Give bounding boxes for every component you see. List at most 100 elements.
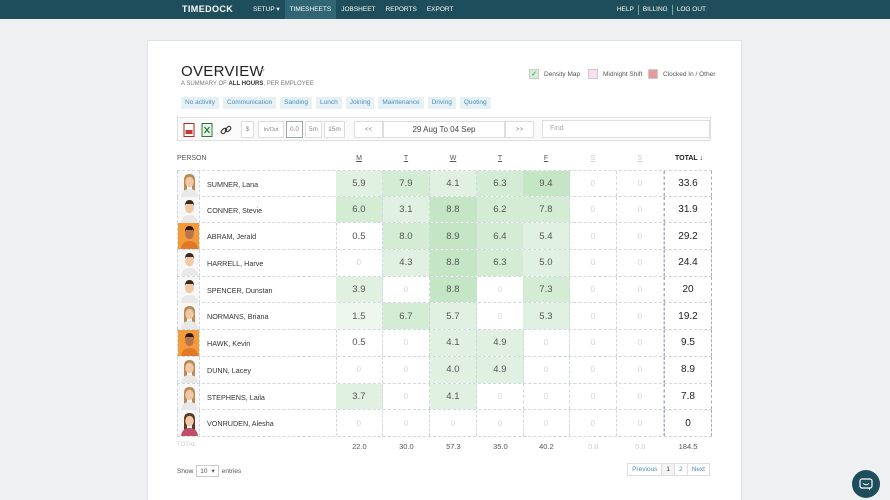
- hours-cell[interactable]: 7.9: [383, 171, 430, 196]
- hours-cell[interactable]: 0: [523, 356, 570, 383]
- hours-cell[interactable]: 0: [570, 250, 617, 276]
- hours-cell[interactable]: 0: [617, 223, 664, 250]
- day-header[interactable]: S: [590, 155, 596, 162]
- round-5m-button[interactable]: 5m: [305, 121, 322, 138]
- tag-no-activity[interactable]: No activity: [181, 97, 219, 109]
- total-column-header[interactable]: TOTAL ↓: [675, 155, 704, 162]
- day-header[interactable]: F: [543, 155, 549, 162]
- hours-cell[interactable]: 0: [477, 383, 524, 410]
- hours-cell[interactable]: 0: [617, 330, 664, 356]
- hours-cell[interactable]: 1.5: [336, 303, 383, 330]
- hours-cell[interactable]: 6.3: [477, 250, 524, 276]
- hours-cell[interactable]: 0: [383, 410, 430, 436]
- hours-cell[interactable]: 0: [570, 196, 617, 223]
- employee-name[interactable]: VONRUDEN, Alesha: [207, 419, 274, 429]
- table-row[interactable]: SUMNER, Lana 5.9 7.9 4.1 6.3 9.4 0 0 33.6: [177, 170, 712, 197]
- employee-name[interactable]: CONNER, Stevie: [207, 205, 263, 215]
- hours-cell[interactable]: 0: [336, 250, 383, 276]
- hours-cell[interactable]: 4.0: [430, 356, 477, 383]
- tag-quoting[interactable]: Quoting: [459, 97, 491, 109]
- hours-cell[interactable]: 4.1: [430, 330, 477, 356]
- legend-item[interactable]: ✓ Density Map: [529, 69, 580, 79]
- tag-joining[interactable]: Joining: [345, 97, 375, 109]
- nav-billing[interactable]: BILLING: [642, 6, 668, 13]
- table-row[interactable]: DUNN, Lacey 0 0 4.0 4.9 0 0 0 8.9: [177, 356, 712, 384]
- tag-maintenance[interactable]: Maintenance: [378, 97, 424, 109]
- hours-cell[interactable]: 0: [570, 223, 617, 250]
- tag-sanding[interactable]: Sanding: [280, 97, 313, 109]
- hours-cell[interactable]: 6.2: [477, 196, 524, 223]
- table-row[interactable]: NORMANS, Briana 1.5 6.7 5.7 0 5.3 0 0 19.2: [177, 303, 712, 331]
- dollar-toggle[interactable]: $: [241, 121, 254, 138]
- hours-cell[interactable]: 6.0: [336, 196, 383, 223]
- day-header[interactable]: W: [449, 155, 457, 162]
- hours-cell[interactable]: 0: [617, 383, 664, 410]
- excel-export-icon[interactable]: [199, 121, 215, 138]
- hours-cell[interactable]: 5.4: [523, 223, 570, 250]
- hours-cell[interactable]: 4.1: [430, 171, 477, 196]
- hours-cell[interactable]: 0: [430, 410, 477, 436]
- nav-log-out[interactable]: LOG OUT: [676, 6, 706, 13]
- day-header[interactable]: T: [403, 155, 409, 162]
- page-next[interactable]: Next: [686, 463, 710, 476]
- hours-cell[interactable]: 0: [383, 330, 430, 356]
- hours-cell[interactable]: 0: [336, 356, 383, 383]
- hours-cell[interactable]: 7.3: [523, 276, 570, 303]
- next-week-button[interactable]: >>: [505, 121, 534, 138]
- find-input[interactable]: Find: [542, 120, 710, 138]
- hours-cell[interactable]: 9.4: [523, 171, 570, 196]
- hours-cell[interactable]: 0: [336, 410, 383, 436]
- tag-driving[interactable]: Driving: [427, 97, 456, 109]
- prev-week-button[interactable]: <<: [354, 121, 383, 138]
- hours-cell[interactable]: 0: [570, 410, 617, 436]
- hours-cell[interactable]: 0: [617, 410, 664, 436]
- nav-timesheets[interactable]: TIMESHEETS: [284, 0, 337, 19]
- hours-cell[interactable]: 5.0: [523, 250, 570, 276]
- hours-cell[interactable]: 3.1: [383, 196, 430, 223]
- nav-reports[interactable]: REPORTS: [385, 6, 417, 13]
- hours-cell[interactable]: 0: [617, 196, 664, 223]
- hours-cell[interactable]: 5.7: [430, 303, 477, 330]
- hours-cell[interactable]: 5.9: [336, 171, 383, 196]
- hours-cell[interactable]: 8.8: [430, 196, 477, 223]
- hours-cell[interactable]: 0: [570, 276, 617, 303]
- nav-export[interactable]: EXPORT: [426, 6, 454, 13]
- hours-cell[interactable]: 0: [570, 356, 617, 383]
- date-range-display[interactable]: 29 Aug To 04 Sep: [383, 121, 505, 138]
- nav-help[interactable]: HELP: [616, 6, 634, 13]
- page-1[interactable]: 1: [661, 463, 675, 476]
- hours-cell[interactable]: 8.8: [430, 276, 477, 303]
- hours-cell[interactable]: 0: [617, 276, 664, 303]
- chat-launcher-button[interactable]: [852, 470, 880, 498]
- round-15m-button[interactable]: 15m: [324, 121, 345, 138]
- hours-cell[interactable]: 8.8: [430, 250, 477, 276]
- tag-lunch[interactable]: Lunch: [316, 97, 342, 109]
- hours-cell[interactable]: 0: [477, 410, 524, 436]
- legend-item[interactable]: Clocked In / Other: [648, 69, 715, 79]
- round-none-button[interactable]: 0.0: [286, 121, 303, 138]
- hours-cell[interactable]: 0: [617, 303, 664, 330]
- hours-cell[interactable]: 4.1: [430, 383, 477, 410]
- hours-cell[interactable]: 8.9: [430, 223, 477, 250]
- hours-cell[interactable]: 4.9: [477, 356, 524, 383]
- nav-jobsheet[interactable]: JOBSHEET: [341, 6, 376, 13]
- hours-cell[interactable]: 3.9: [336, 276, 383, 303]
- tag-communication[interactable]: Communication: [222, 97, 277, 109]
- hours-cell[interactable]: 0: [523, 410, 570, 436]
- hours-cell[interactable]: 6.4: [477, 223, 524, 250]
- employee-name[interactable]: NORMANS, Briana: [207, 312, 269, 322]
- hours-cell[interactable]: 0: [477, 276, 524, 303]
- hours-cell[interactable]: 0: [617, 171, 664, 196]
- employee-name[interactable]: ABRAM, Jerald: [207, 232, 257, 242]
- hours-cell[interactable]: 0: [383, 276, 430, 303]
- hours-cell[interactable]: 0.5: [336, 330, 383, 356]
- hours-cell[interactable]: 4.3: [383, 250, 430, 276]
- table-row[interactable]: SPENCER, Dunstan 3.9 0 8.8 0 7.3 0 0 20: [177, 276, 712, 304]
- employee-name[interactable]: SUMNER, Lana: [207, 180, 259, 189]
- hours-cell[interactable]: 0: [523, 330, 570, 356]
- link-icon[interactable]: [218, 121, 234, 138]
- hours-cell[interactable]: 4.9: [477, 330, 524, 356]
- hours-cell[interactable]: 8.0: [383, 223, 430, 250]
- employee-name[interactable]: HARRELL, Harve: [207, 259, 264, 269]
- hours-cell[interactable]: 6.3: [477, 171, 524, 196]
